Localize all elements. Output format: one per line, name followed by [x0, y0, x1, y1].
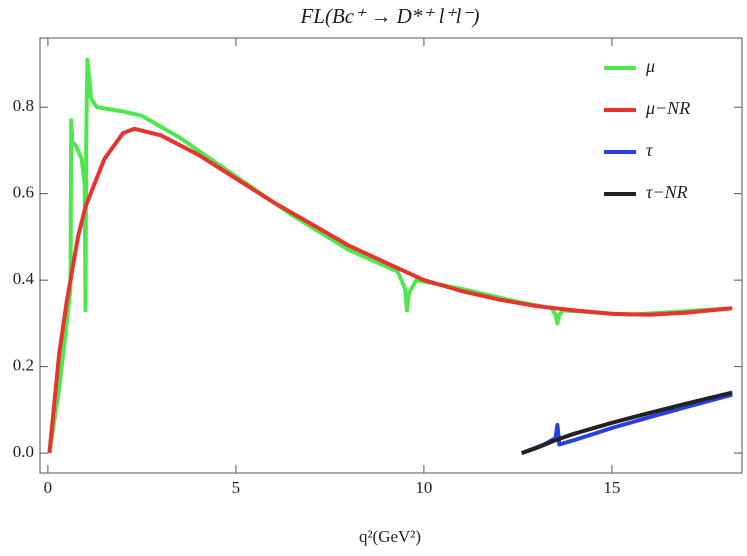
series-line: [47, 57, 733, 454]
y-tick-label: 0.4: [13, 269, 35, 288]
x-tick-label: 0: [44, 478, 53, 497]
y-tick-label: 0.0: [13, 442, 34, 461]
legend-label: μ: [645, 56, 655, 76]
y-tick-label: 0.8: [13, 96, 34, 115]
legend-label: τ: [646, 140, 653, 160]
series-line: [520, 392, 733, 455]
legend-label: τ−NR: [646, 182, 688, 202]
y-tick-label: 0.6: [13, 183, 34, 202]
y-tick-label: 0.2: [13, 356, 34, 375]
x-tick-label: 15: [603, 478, 620, 497]
x-tick-label: 5: [232, 478, 241, 497]
plot-frame: [39, 37, 743, 474]
series-line: [521, 390, 733, 455]
legend-label: μ−NR: [645, 98, 690, 118]
series-line: [47, 126, 733, 454]
chart-title: FL(Bc⁺ → D*⁺ l⁺l⁻): [299, 4, 479, 28]
x-tick-label: 10: [415, 478, 432, 497]
x-axis-label: q²(GeV²): [359, 527, 421, 546]
